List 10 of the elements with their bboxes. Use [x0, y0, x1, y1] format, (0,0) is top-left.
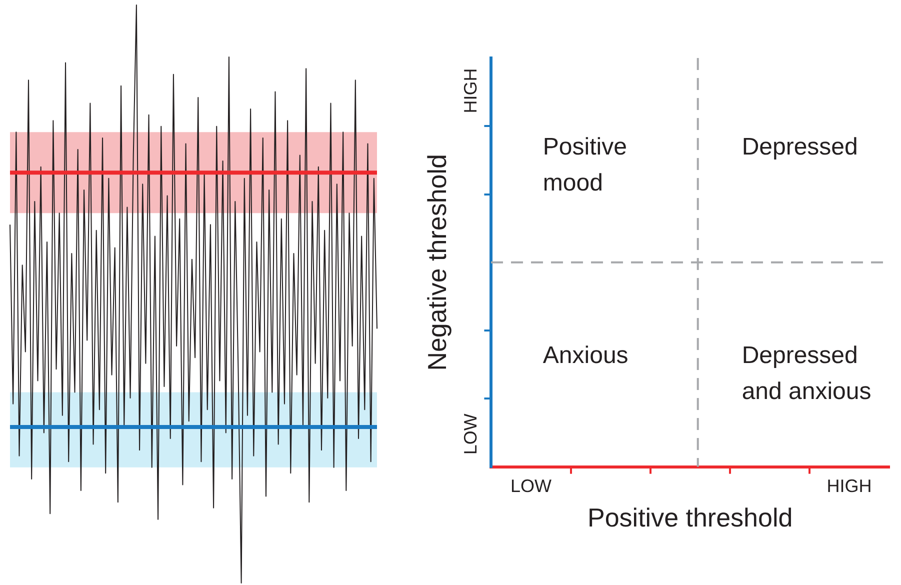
- text: Positive threshold: [587, 502, 793, 533]
- text: Positive mood: [542, 134, 627, 197]
- text: Depressed: [742, 134, 858, 161]
- text: HIGH: [826, 476, 872, 496]
- text: Depressed and anxious: [742, 342, 872, 406]
- text: Negative threshold: [422, 154, 452, 371]
- text: HIGH: [460, 68, 480, 114]
- text: Anxious: [542, 342, 628, 370]
- text: LOW: [510, 476, 552, 496]
- text: LOW: [460, 414, 480, 455]
